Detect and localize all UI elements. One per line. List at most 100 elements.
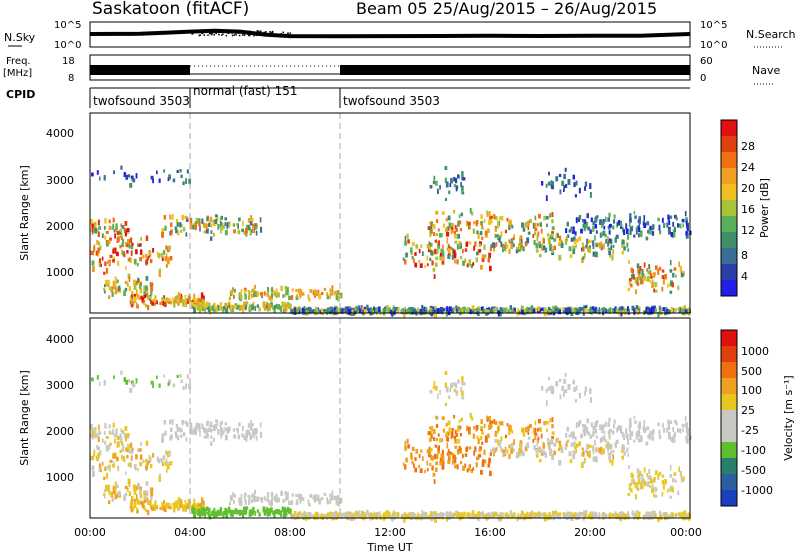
power-heatmap-cell <box>277 293 280 298</box>
power-heatmap-cell <box>123 253 126 258</box>
velocity-heatmap-cell <box>299 497 302 501</box>
velocity-heatmap-cell <box>256 496 260 502</box>
power-heatmap-cell <box>213 308 216 313</box>
velocity-heatmap-cell <box>407 444 410 449</box>
velocity-heatmap-cell <box>216 420 219 426</box>
power-heatmap-cell <box>592 221 596 226</box>
power-heatmap-cell <box>651 307 654 313</box>
velocity-heatmap-cell <box>558 440 562 446</box>
velocity-heatmap-cell <box>137 448 140 452</box>
velocity-heatmap-cell <box>439 458 443 462</box>
velocity-heatmap-cell <box>442 513 446 517</box>
power-heatmap-cell <box>240 304 243 311</box>
velocity-heatmap-cell <box>547 441 550 446</box>
power-heatmap-cell <box>402 257 405 261</box>
power-heatmap-cell <box>579 307 583 312</box>
velocity-heatmap-cell <box>383 512 386 518</box>
power-heatmap-cell <box>259 217 262 223</box>
power-heatmap-cell <box>551 181 554 187</box>
power-heatmap-cell <box>506 244 509 249</box>
power-heatmap-cell <box>135 292 138 296</box>
velocity-heatmap-cell <box>647 481 650 487</box>
power-heatmap-cell <box>672 272 675 278</box>
power-heatmap-cell <box>629 213 632 219</box>
power-heatmap-cell <box>653 272 656 276</box>
velocity-heatmap-cell <box>609 428 612 433</box>
velocity-heatmap-cell <box>108 468 111 472</box>
velocity-heatmap-cell <box>498 440 502 444</box>
power-heatmap-cell <box>130 175 134 179</box>
velocity-heatmap-cell <box>629 422 632 428</box>
power-heatmap-cell <box>649 280 652 284</box>
power-heatmap-cell <box>346 309 350 316</box>
power-heatmap-cell <box>647 270 650 275</box>
power-heatmap-cell <box>254 292 258 297</box>
power-heatmap-cell <box>551 231 554 235</box>
power-heatmap-cell <box>469 309 472 315</box>
velocity-heatmap-cell <box>682 428 684 433</box>
velocity-heatmap-cell <box>254 511 257 516</box>
power-heatmap-cell <box>119 228 122 232</box>
velocity-heatmap-cell <box>602 511 605 516</box>
power-heatmap-cell <box>558 254 562 261</box>
velocity-heatmap-cells <box>90 370 692 523</box>
power-heatmap-cell <box>273 308 276 314</box>
power-heatmap-cell <box>271 292 273 299</box>
velocity-heatmap-cell <box>441 455 445 462</box>
velocity-heatmap-cell <box>476 435 479 440</box>
velocity-heatmap-cell <box>199 505 202 511</box>
velocity-heatmap-cell <box>557 438 559 443</box>
velocity-colorbar-cells <box>721 330 737 507</box>
power-heatmap-cell <box>670 307 674 313</box>
velocity-heatmap-cell <box>210 435 213 439</box>
power-heatmap-cell <box>113 256 115 260</box>
power-heatmap-cell <box>499 307 502 311</box>
power-heatmap-cell <box>263 291 266 296</box>
velocity-heatmap-cell <box>97 452 100 459</box>
velocity-heatmap-cell <box>471 416 474 421</box>
velocity-heatmap-cell <box>586 444 590 449</box>
velocity-heatmap-cell <box>532 427 536 434</box>
velocity-heatmap-cell <box>584 386 588 392</box>
power-heatmap-cell <box>335 290 338 295</box>
velocity-heatmap-cell <box>548 444 551 450</box>
power-heatmap-cell <box>219 304 222 310</box>
velocity-heatmap-cell <box>447 512 450 517</box>
power-heatmap-cell <box>140 281 142 286</box>
power-colorbar-cell <box>721 120 737 137</box>
velocity-heatmap-cell <box>538 427 541 432</box>
power-heatmap-cell <box>361 307 364 314</box>
velocity-heatmap-cell <box>527 431 530 435</box>
power-heatmap-cell <box>203 230 206 234</box>
power-heatmap-cell <box>551 219 554 224</box>
velocity-heatmap-cell <box>633 415 636 420</box>
velocity-heatmap-cell <box>452 512 455 519</box>
power-heatmap-cell <box>434 306 437 310</box>
nsky-point <box>255 34 258 37</box>
velocity-heatmap-cell <box>97 457 100 462</box>
velocity-heatmap-cell <box>385 510 389 514</box>
cpid-segment-1: twofsound 3503 <box>93 94 190 108</box>
velocity-heatmap-cell <box>127 463 131 467</box>
power-heatmap-cell <box>520 244 523 248</box>
power-heatmap-cell <box>179 222 182 228</box>
power-heatmap-cell <box>453 209 456 214</box>
power-heatmap-cell <box>357 309 360 314</box>
velocity-heatmap-cell <box>472 433 476 439</box>
power-heatmap-cell <box>515 249 518 254</box>
power-heatmap-cell <box>147 295 149 300</box>
power-heatmap-cell <box>220 227 222 234</box>
velocity-heatmap-cell <box>92 471 95 477</box>
velocity-heatmap-cell <box>430 455 434 461</box>
power-heatmap-cell <box>498 238 501 243</box>
velocity-heatmap-cell <box>551 417 554 423</box>
velocity-heatmap-cell <box>430 447 433 452</box>
velocity-heatmap-cell <box>521 514 523 518</box>
cpid-label: CPID <box>6 88 35 101</box>
power-heatmap-cell <box>639 276 642 281</box>
velocity-heatmap-cell <box>506 512 508 518</box>
velocity-heatmap-cell <box>564 372 567 377</box>
nsky-point <box>265 31 267 33</box>
power-heatmap-cell <box>432 267 436 272</box>
power-heatmap-cell <box>124 221 128 226</box>
